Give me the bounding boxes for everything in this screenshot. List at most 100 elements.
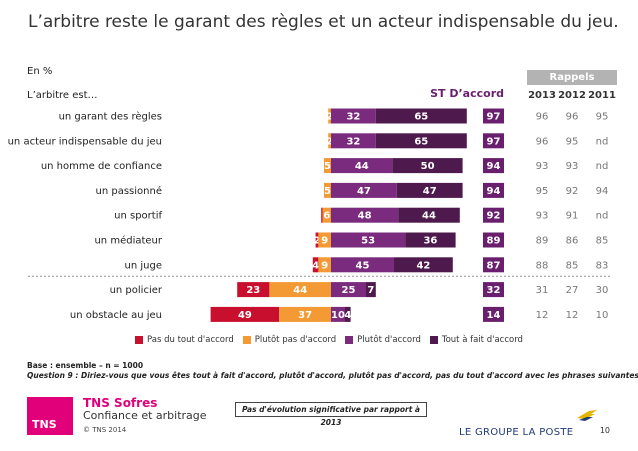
bar-segment [331,207,399,223]
bar-segment [394,257,453,273]
data-label: 5 [324,161,331,172]
data-label: 10 [331,310,345,321]
legend-label: Pas du tout d'accord [147,335,234,345]
rappel-value: 86 [566,236,579,247]
st-box [483,282,504,298]
data-label: 2 [326,112,333,123]
rappel-value: 10 [596,310,609,321]
bar-segment [318,257,331,273]
st-box [483,257,504,273]
data-label: 49 [238,310,252,321]
data-label: 44 [355,161,369,172]
st-value: 92 [487,211,501,222]
st-box [483,232,504,248]
bar-segment [315,232,319,248]
category-label: un policier [110,285,163,296]
base-note: Base : ensemble – n = 1000 [27,361,144,370]
rappels-header: Rappels [527,70,617,85]
st-value: 97 [487,112,501,123]
rappel-value: 93 [536,161,549,172]
st-value: 14 [487,310,501,321]
rappel-value: 12 [566,310,579,321]
data-label: 2 [314,236,321,247]
data-label: 44 [293,285,307,296]
bar-segment [279,306,331,322]
bar-segment [392,158,463,174]
st-box [483,182,504,198]
st-box [483,133,504,149]
bar-segment [328,133,331,149]
st-value: 94 [487,186,501,197]
rappel-value: 27 [566,285,579,296]
st-accord-header: ST D’accord [430,87,504,100]
st-box [483,158,504,174]
data-label: 47 [357,186,371,197]
rappel-value: 96 [536,136,549,147]
bar-segment [331,232,406,248]
la-poste-bird-icon [577,410,597,421]
bar-segment [331,282,366,298]
rappel-value: 96 [536,112,549,123]
category-label: un homme de confiance [41,161,162,172]
rappel-value: nd [596,211,609,222]
question-note: Question 9 : Diriez-vous que vous êtes t… [27,371,638,380]
category-label: un obstacle au jeu [70,310,162,321]
data-label: 53 [361,236,375,247]
category-label: un acteur indispensable du jeu [8,136,162,147]
legend-item: Pas du tout d'accord [135,335,234,345]
copyright: © TNS 2014 [83,426,127,434]
page-title: L’arbitre reste le garant des règles et … [28,12,619,32]
legend-swatch [242,336,251,344]
rappel-value: 31 [536,285,549,296]
data-label: 23 [246,285,260,296]
legend-label: Plutôt d'accord [357,335,421,345]
year-2013: 2013 [528,90,556,101]
page-number: 10 [599,426,610,435]
category-label: un sportif [114,211,162,222]
rappel-value: 91 [566,211,579,222]
legend-swatch [345,336,354,344]
data-label: 32 [346,136,360,147]
st-value: 32 [487,285,501,296]
evolution-note: Pas d'évolution significative par rappor… [235,402,427,427]
chart-subtitle: L’arbitre est… [27,90,98,101]
rappel-value: 12 [536,310,549,321]
category-label: un passionné [96,185,162,197]
rappel-value: 92 [566,186,579,197]
bar-segment [210,306,280,322]
bar-segment [331,158,393,174]
rappel-value: 93 [566,161,579,172]
bar-segment [331,257,394,273]
legend-swatch [135,336,143,344]
bar-segment [321,207,323,223]
data-label: 48 [358,211,372,222]
data-label: 5 [324,186,331,197]
st-value: 87 [487,260,501,271]
bar-segment [322,207,331,223]
tns-logo-text: TNS [32,418,57,431]
category-label: un garant des règles [59,111,162,123]
legend-label: Tout à fait d'accord [441,335,523,345]
rappel-value: 95 [566,136,579,147]
bar-segment [366,282,376,298]
bar-segment [405,232,456,248]
study-name: Confiance et arbitrage [83,409,207,422]
bar-segment [312,257,319,273]
st-value: 97 [487,136,501,147]
legend-item: Tout à fait d'accord [429,335,523,345]
brand-name: TNS Sofres [83,396,158,410]
legend-label: Plutôt pas d'accord [254,335,337,345]
rappel-value: nd [596,161,609,172]
rappel-value: nd [596,136,609,147]
st-box [483,207,504,223]
bar-segment [345,306,351,322]
partner-name: LE GROUPE LA POSTE [459,427,574,438]
bar-segment [375,133,467,149]
bar-segment [269,282,331,298]
rappel-value: 93 [536,211,549,222]
bar-segment [324,158,331,174]
bar-segment [331,182,397,198]
data-label: 4 [344,310,351,321]
data-label: 42 [416,260,430,271]
rappel-value: 85 [596,236,609,247]
